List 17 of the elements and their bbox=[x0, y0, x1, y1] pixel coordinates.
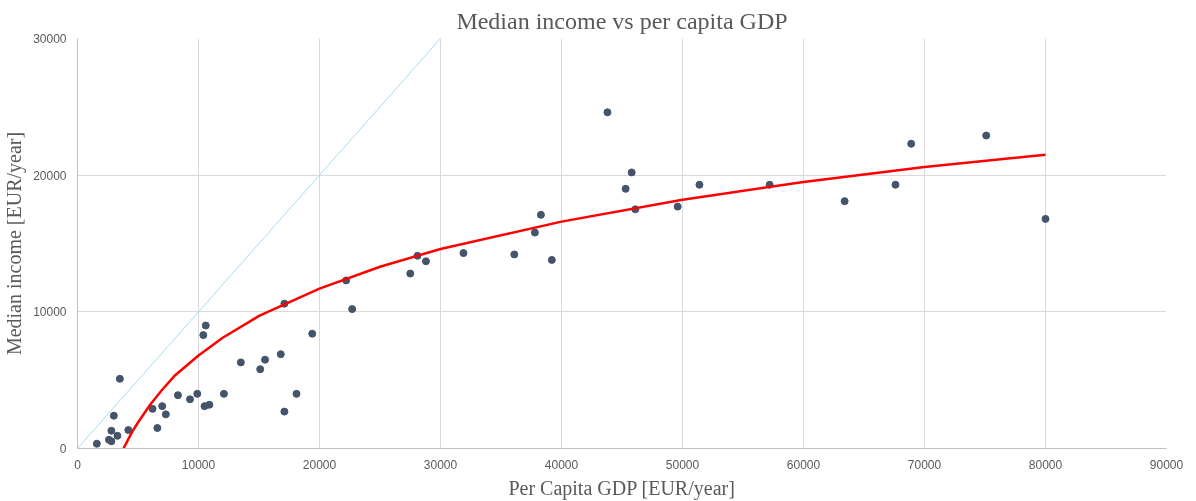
x-tick-label: 0 bbox=[74, 457, 82, 472]
y-tick-label: 20000 bbox=[33, 168, 67, 183]
y-tick-label: 30000 bbox=[33, 32, 67, 46]
y-tick-label: 10000 bbox=[33, 305, 67, 320]
x-tick-label: 70000 bbox=[907, 457, 942, 472]
x-tick-label: 80000 bbox=[1028, 457, 1063, 472]
x-tick-label: 50000 bbox=[665, 457, 700, 472]
chart-title: Median income vs per capita GDP bbox=[456, 7, 788, 34]
x-tick-label: 30000 bbox=[423, 457, 458, 472]
x-tick-label: 90000 bbox=[1149, 457, 1184, 472]
x-tick-label: 10000 bbox=[181, 457, 216, 472]
x-tick-label: 20000 bbox=[302, 457, 337, 472]
x-tick-label: 60000 bbox=[786, 457, 821, 472]
x-axis-title: Per Capita GDP [EUR/year] bbox=[508, 476, 735, 500]
y-axis-title: Median income [EUR/year] bbox=[3, 131, 27, 356]
x-tick-label: 40000 bbox=[544, 457, 579, 472]
y-tick-label: 0 bbox=[59, 442, 67, 456]
